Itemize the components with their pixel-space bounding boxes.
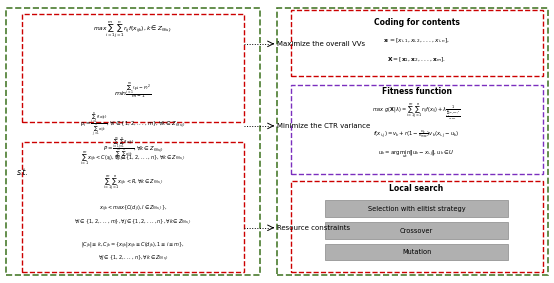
Text: Maximize the overall VVs: Maximize the overall VVs [277, 41, 365, 47]
Text: $P = \frac{\sum_{i=1}^{m}\sum_{j=1}^{n} f(x_{ijk})}{\sum_{i=1}^{m}\sum_{j=1}^{n}: $P = \frac{\sum_{i=1}^{m}\sum_{j=1}^{n} … [103, 136, 163, 164]
Text: Crossover: Crossover [400, 228, 433, 234]
Text: $|C_{jk}| \leq k, C_{jk} = \{x_{ijk}|x_{ijk} \geq C(d_{jk}), 1 \leq i \leq m\},$: $|C_{jk}| \leq k, C_{jk} = \{x_{ijk}|x_{… [81, 240, 185, 250]
Text: Selection with elitist strategy: Selection with elitist strategy [368, 205, 465, 212]
Text: $\forall j \in \{1,2,...,n\}, \forall k \in Z_{\Theta(s_j)}$: $\forall j \in \{1,2,...,n\}, \forall k … [98, 254, 168, 263]
FancyBboxPatch shape [325, 222, 508, 239]
Text: $\mathbf{x}_i = [x_{i,1}, x_{i,2}, ..., x_{i,n}],$: $\mathbf{x}_i = [x_{i,1}, x_{i,2}, ..., … [383, 37, 450, 45]
FancyBboxPatch shape [325, 200, 508, 217]
Text: Coding for contents: Coding for contents [373, 18, 460, 27]
Text: Mutation: Mutation [402, 249, 432, 255]
Text: Fitness function: Fitness function [382, 87, 452, 97]
Text: Local search: Local search [389, 184, 444, 193]
Text: $\mathbf{X} = [\mathbf{x}_1, \mathbf{x}_2, ..., \mathbf{x}_m].$: $\mathbf{X} = [\mathbf{x}_1, \mathbf{x}_… [387, 55, 446, 64]
Text: Minimize the CTR variance: Minimize the CTR variance [277, 123, 370, 129]
Text: $f(x_{i,j}) = v_k + r(1 - \frac{v_k}{v_{max}})v_k(x_{i,j} - u_k)$: $f(x_{i,j}) = v_k + r(1 - \frac{v_k}{v_{… [373, 129, 460, 141]
FancyBboxPatch shape [325, 244, 508, 260]
Text: $\forall i \in \{1,2,...,m\}, \forall j \in \{1,2,...,n\}, \forall k \in Z_{\The: $\forall i \in \{1,2,...,m\}, \forall j … [74, 218, 192, 227]
Text: $x_{ijk} < max\{C(d_{jl}), l \in Z_{\Theta(s_j)}\},$: $x_{ijk} < max\{C(d_{jl}), l \in Z_{\The… [99, 203, 167, 213]
Text: $min \frac{\sum_{i=1}^{m}(p_i - P)^2}{m-1}$: $min \frac{\sum_{i=1}^{m}(p_i - P)^2}{m-… [114, 80, 152, 101]
Text: $\sum_{i=1}^{m}\sum_{j=1}^{n} x_{ijk} < R, \forall k \in Z_{\Theta(s_j)}$: $\sum_{i=1}^{m}\sum_{j=1}^{n} x_{ijk} < … [103, 174, 163, 194]
Text: $\sum_{i=1}^{m} x_{ijk} < C(s_j), \forall j \in \{1,2,...,n\}, \forall k \in Z_{: $\sum_{i=1}^{m} x_{ijk} < C(s_j), \foral… [80, 150, 186, 167]
Text: $max\ g(\mathbf{X}|\lambda) = \sum_{i=1}^{m}\sum_{j=1}^{n} r_{ij}f(x_{ij}) + \la: $max\ g(\mathbf{X}|\lambda) = \sum_{i=1}… [372, 101, 461, 122]
Text: $max \sum_{i=1}^{m}\sum_{j=1}^{n} r_{ij}f(x_{ijk}), k \in Z_{\Theta(s_j)}$: $max \sum_{i=1}^{m}\sum_{j=1}^{n} r_{ij}… [94, 20, 172, 40]
Text: $p_i = \frac{\sum_{j=1}^{n} f(x_{ijk})}{\sum_{j=1}^{n} x_{ijk}}, \forall i \in \: $p_i = \frac{\sum_{j=1}^{n} f(x_{ijk})}{… [80, 110, 186, 139]
Text: s.t.: s.t. [17, 168, 28, 177]
Text: Resource constraints: Resource constraints [277, 225, 350, 231]
Text: $u_k = \arg\min_{u_k} \|u_k - x_{i,j}\|, u_k \in U$: $u_k = \arg\min_{u_k} \|u_k - x_{i,j}\|,… [378, 148, 455, 160]
